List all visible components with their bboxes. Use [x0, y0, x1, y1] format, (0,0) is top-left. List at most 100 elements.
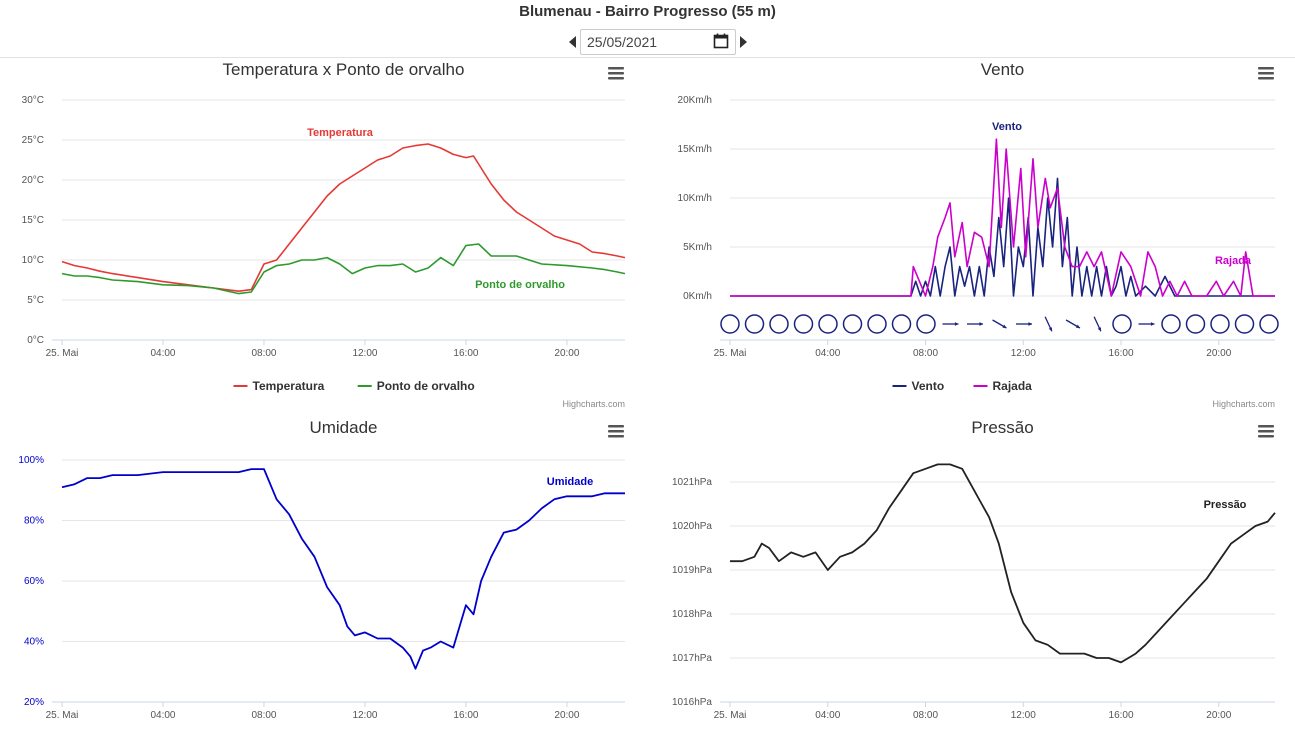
hamburger-menu-icon[interactable]: [1258, 67, 1274, 80]
y-tick-label: 5°C: [27, 295, 44, 306]
wind-calm-marker: [891, 314, 912, 334]
wind-calm-marker: [1210, 314, 1230, 334]
x-tick-label: 16:00: [1109, 710, 1134, 721]
chart-title: Vento: [981, 60, 1025, 79]
chart-pressure: Pressão 1016hPa 1017hPa 1018hPa 1019hPa 1020h…: [650, 416, 1290, 734]
x-tick-label: 20:00: [1206, 710, 1231, 721]
wind-calm-marker: [769, 314, 789, 334]
chart-svg: Pressão 1016hPa 1017hPa 1018hPa 1019hPa 1020h…: [672, 418, 1276, 721]
series-label: Rajada: [1215, 255, 1252, 267]
y-tick-label: 20Km/h: [678, 95, 712, 106]
series-line-1: [730, 463, 1276, 664]
date-input-value: 25/05/2021: [587, 34, 658, 50]
credit-link[interactable]: Highcharts.com: [1212, 399, 1275, 409]
chart-svg: Vento 0Km/h 5Km/h 10Km/h 15Km/h 20Km/h 25. Mai…: [678, 60, 1279, 409]
legend-item[interactable]: Ponto de orvalho: [357, 379, 475, 393]
wind-direction-arrow: [992, 319, 1007, 329]
wind-calm-marker: [1161, 314, 1181, 334]
chevron-left-icon[interactable]: [566, 32, 580, 52]
credit-link[interactable]: Highcharts.com: [562, 399, 625, 409]
chart-title: Temperatura x Ponto de orvalho: [223, 60, 465, 79]
y-tick-label: 10°C: [22, 255, 44, 266]
hamburger-menu-icon[interactable]: [608, 67, 624, 80]
x-tick-label: 20:00: [554, 710, 579, 721]
y-tick-label: 30°C: [22, 95, 44, 106]
legend-item[interactable]: Vento: [892, 379, 945, 393]
legend-item[interactable]: Temperatura: [233, 379, 325, 393]
wind-calm-marker: [1234, 314, 1255, 334]
y-tick-label: 0Km/h: [683, 291, 712, 302]
x-tick-label: 12:00: [352, 710, 377, 721]
wind-calm-marker: [720, 314, 740, 334]
wind-direction-arrow: [942, 322, 959, 326]
x-tick-label: 20:00: [554, 348, 579, 359]
series-label: Ponto de orvalho: [475, 279, 565, 291]
wind-calm-marker: [818, 314, 838, 334]
wind-calm-marker: [916, 314, 936, 334]
series-line-1: [61, 468, 625, 670]
x-tick-label: 04:00: [815, 710, 840, 721]
series-label: Pressão: [1204, 499, 1247, 511]
legend-label: Rajada: [993, 379, 1033, 393]
x-tick-label: 25. Mai: [46, 710, 79, 721]
x-tick-label: 08:00: [913, 710, 938, 721]
y-tick-label: 1018hPa: [672, 609, 712, 620]
y-tick-label: 100%: [18, 455, 44, 466]
series-line-2: [730, 138, 1275, 297]
x-tick-label: 25. Mai: [714, 348, 747, 359]
wind-calm-marker: [842, 314, 863, 334]
hamburger-menu-icon[interactable]: [608, 425, 624, 438]
series-line-1: [61, 143, 626, 292]
date-navigator: 25/05/2021: [566, 29, 750, 55]
wind-calm-marker: [744, 314, 765, 334]
chart-svg: Umidade 20% 40% 60% 80% 100% 25. Mai 04:00 08:00…: [18, 418, 625, 721]
y-tick-label: 1019hPa: [672, 565, 712, 576]
x-tick-label: 04:00: [150, 348, 175, 359]
y-tick-label: 1017hPa: [672, 653, 712, 664]
chart-title: Pressão: [971, 418, 1033, 437]
series-line-2: [61, 243, 626, 295]
wind-calm-marker: [1185, 314, 1206, 334]
y-tick-label: 15°C: [22, 215, 44, 226]
x-tick-label: 08:00: [251, 348, 276, 359]
x-tick-label: 08:00: [913, 348, 938, 359]
x-tick-label: 20:00: [1206, 348, 1231, 359]
x-tick-label: 16:00: [453, 348, 478, 359]
y-tick-label: 20°C: [22, 175, 44, 186]
y-tick-label: 25°C: [22, 135, 44, 146]
x-tick-label: 04:00: [150, 710, 175, 721]
series-label: Vento: [992, 121, 1022, 133]
y-tick-label: 0°C: [27, 335, 44, 346]
wind-direction-arrow: [1093, 316, 1102, 332]
x-tick-label: 25. Mai: [46, 348, 79, 359]
x-tick-label: 04:00: [815, 348, 840, 359]
chart-humidity: Umidade 20% 40% 60% 80% 100% 25. Mai 04:00 08:00…: [0, 416, 640, 734]
x-tick-label: 12:00: [1011, 710, 1036, 721]
y-tick-label: 5Km/h: [683, 242, 712, 253]
legend-item[interactable]: Rajada: [973, 379, 1033, 393]
chart-wind: Vento 0Km/h 5Km/h 10Km/h 15Km/h 20Km/h 25. Mai…: [650, 58, 1290, 412]
chevron-right-icon[interactable]: [736, 32, 750, 52]
header-divider: [0, 57, 1295, 58]
wind-direction-arrow: [967, 322, 983, 326]
y-tick-label: 40%: [24, 637, 44, 648]
hamburger-menu-icon[interactable]: [1258, 425, 1274, 438]
wind-direction-arrow: [1138, 322, 1155, 326]
wind-direction-arrow: [1016, 322, 1032, 326]
page-title: Blumenau - Bairro Progresso (55 m): [519, 3, 776, 20]
legend-label: Vento: [912, 379, 945, 393]
y-tick-label: 1020hPa: [672, 521, 712, 532]
y-tick-label: 60%: [24, 576, 44, 587]
chart-temperature-dewpoint: Temperatura x Ponto de orvalho 0°C 5°C 10°C…: [0, 58, 640, 412]
calendar-icon[interactable]: [713, 33, 729, 52]
series-label: Umidade: [547, 476, 593, 488]
series-label: Temperatura: [307, 127, 374, 139]
wind-calm-marker: [1259, 314, 1279, 334]
x-tick-label: 16:00: [1109, 348, 1134, 359]
y-tick-label: 1016hPa: [672, 697, 712, 708]
wind-calm-marker: [867, 314, 887, 334]
date-input[interactable]: 25/05/2021: [580, 29, 736, 55]
chart-title: Umidade: [309, 418, 377, 437]
x-tick-label: 16:00: [453, 710, 478, 721]
wind-direction-arrow: [1044, 316, 1053, 332]
